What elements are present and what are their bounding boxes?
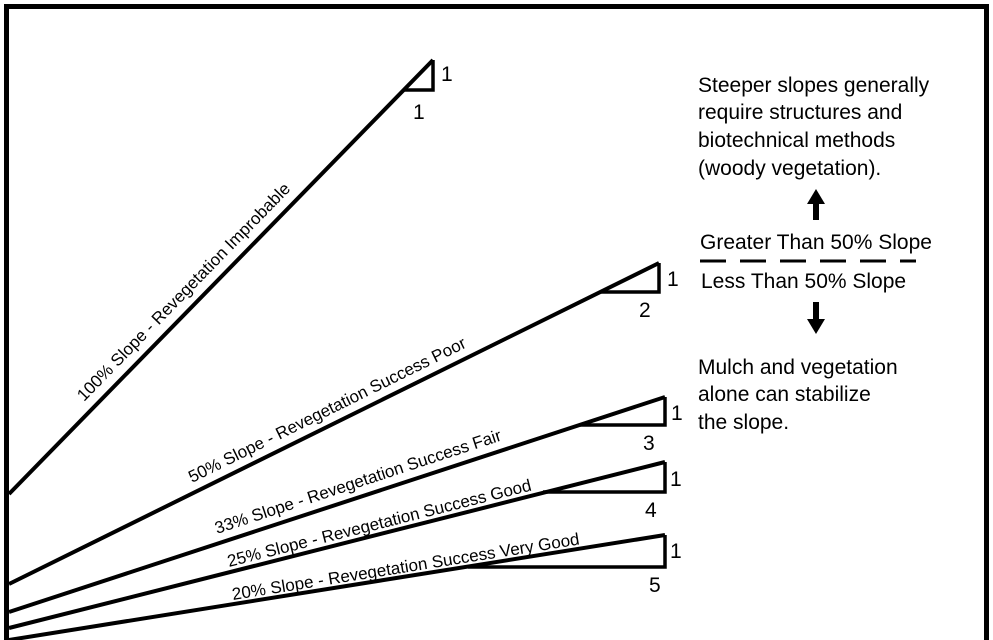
rise-label-33: 1 <box>671 402 683 425</box>
slope-line-20 <box>8 533 666 640</box>
less-than-label: Less Than 50% Slope <box>701 270 906 293</box>
steep-note-line-1: Steeper slopes generally <box>698 74 930 97</box>
slope-line-25 <box>8 460 666 630</box>
down-arrow-icon <box>807 302 825 334</box>
run-label-100: 1 <box>413 101 425 124</box>
slope-line-50 <box>8 261 660 586</box>
slope-100-group: 1 1 100% Slope - Revegetation Improbable <box>7 58 453 496</box>
run-label-20: 5 <box>649 574 661 597</box>
run-label-50: 2 <box>639 299 651 322</box>
diagram-frame <box>4 4 989 640</box>
slope-label-100: 100% Slope - Revegetation Improbable <box>73 179 294 405</box>
rise-label-20: 1 <box>670 540 682 563</box>
steep-note-line-4: (woody vegetation). <box>698 157 881 180</box>
ratio-triangle-33 <box>580 397 667 427</box>
gentle-slope-note: Mulch and vegetation alone can stabilize… <box>698 356 898 434</box>
greater-than-label: Greater Than 50% Slope <box>700 231 932 254</box>
gentle-note-line-2: alone can stabilize <box>698 383 871 406</box>
steep-note-line-2: require structures and <box>698 101 902 124</box>
ratio-triangle-25 <box>543 462 667 494</box>
rise-label-50: 1 <box>667 268 679 291</box>
ratio-triangle-20 <box>468 535 667 569</box>
slope-20-group: 1 5 20% Slope - Revegetation Success Ver… <box>8 530 682 640</box>
rise-label-100: 1 <box>441 63 453 86</box>
ratio-triangle-50 <box>600 263 661 294</box>
slope-line-33 <box>8 395 666 614</box>
up-arrow-icon <box>807 189 825 220</box>
run-label-33: 3 <box>643 432 655 455</box>
gentle-note-line-1: Mulch and vegetation <box>698 356 898 379</box>
gentle-note-line-3: the slope. <box>698 411 789 434</box>
rise-label-25: 1 <box>670 468 682 491</box>
slope-line-100 <box>7 58 435 496</box>
steep-note-line-3: biotechnical methods <box>698 129 895 152</box>
steep-slope-note: Steeper slopes generally require structu… <box>698 74 930 180</box>
run-label-25: 4 <box>645 499 657 522</box>
ratio-triangle-100 <box>404 60 435 92</box>
